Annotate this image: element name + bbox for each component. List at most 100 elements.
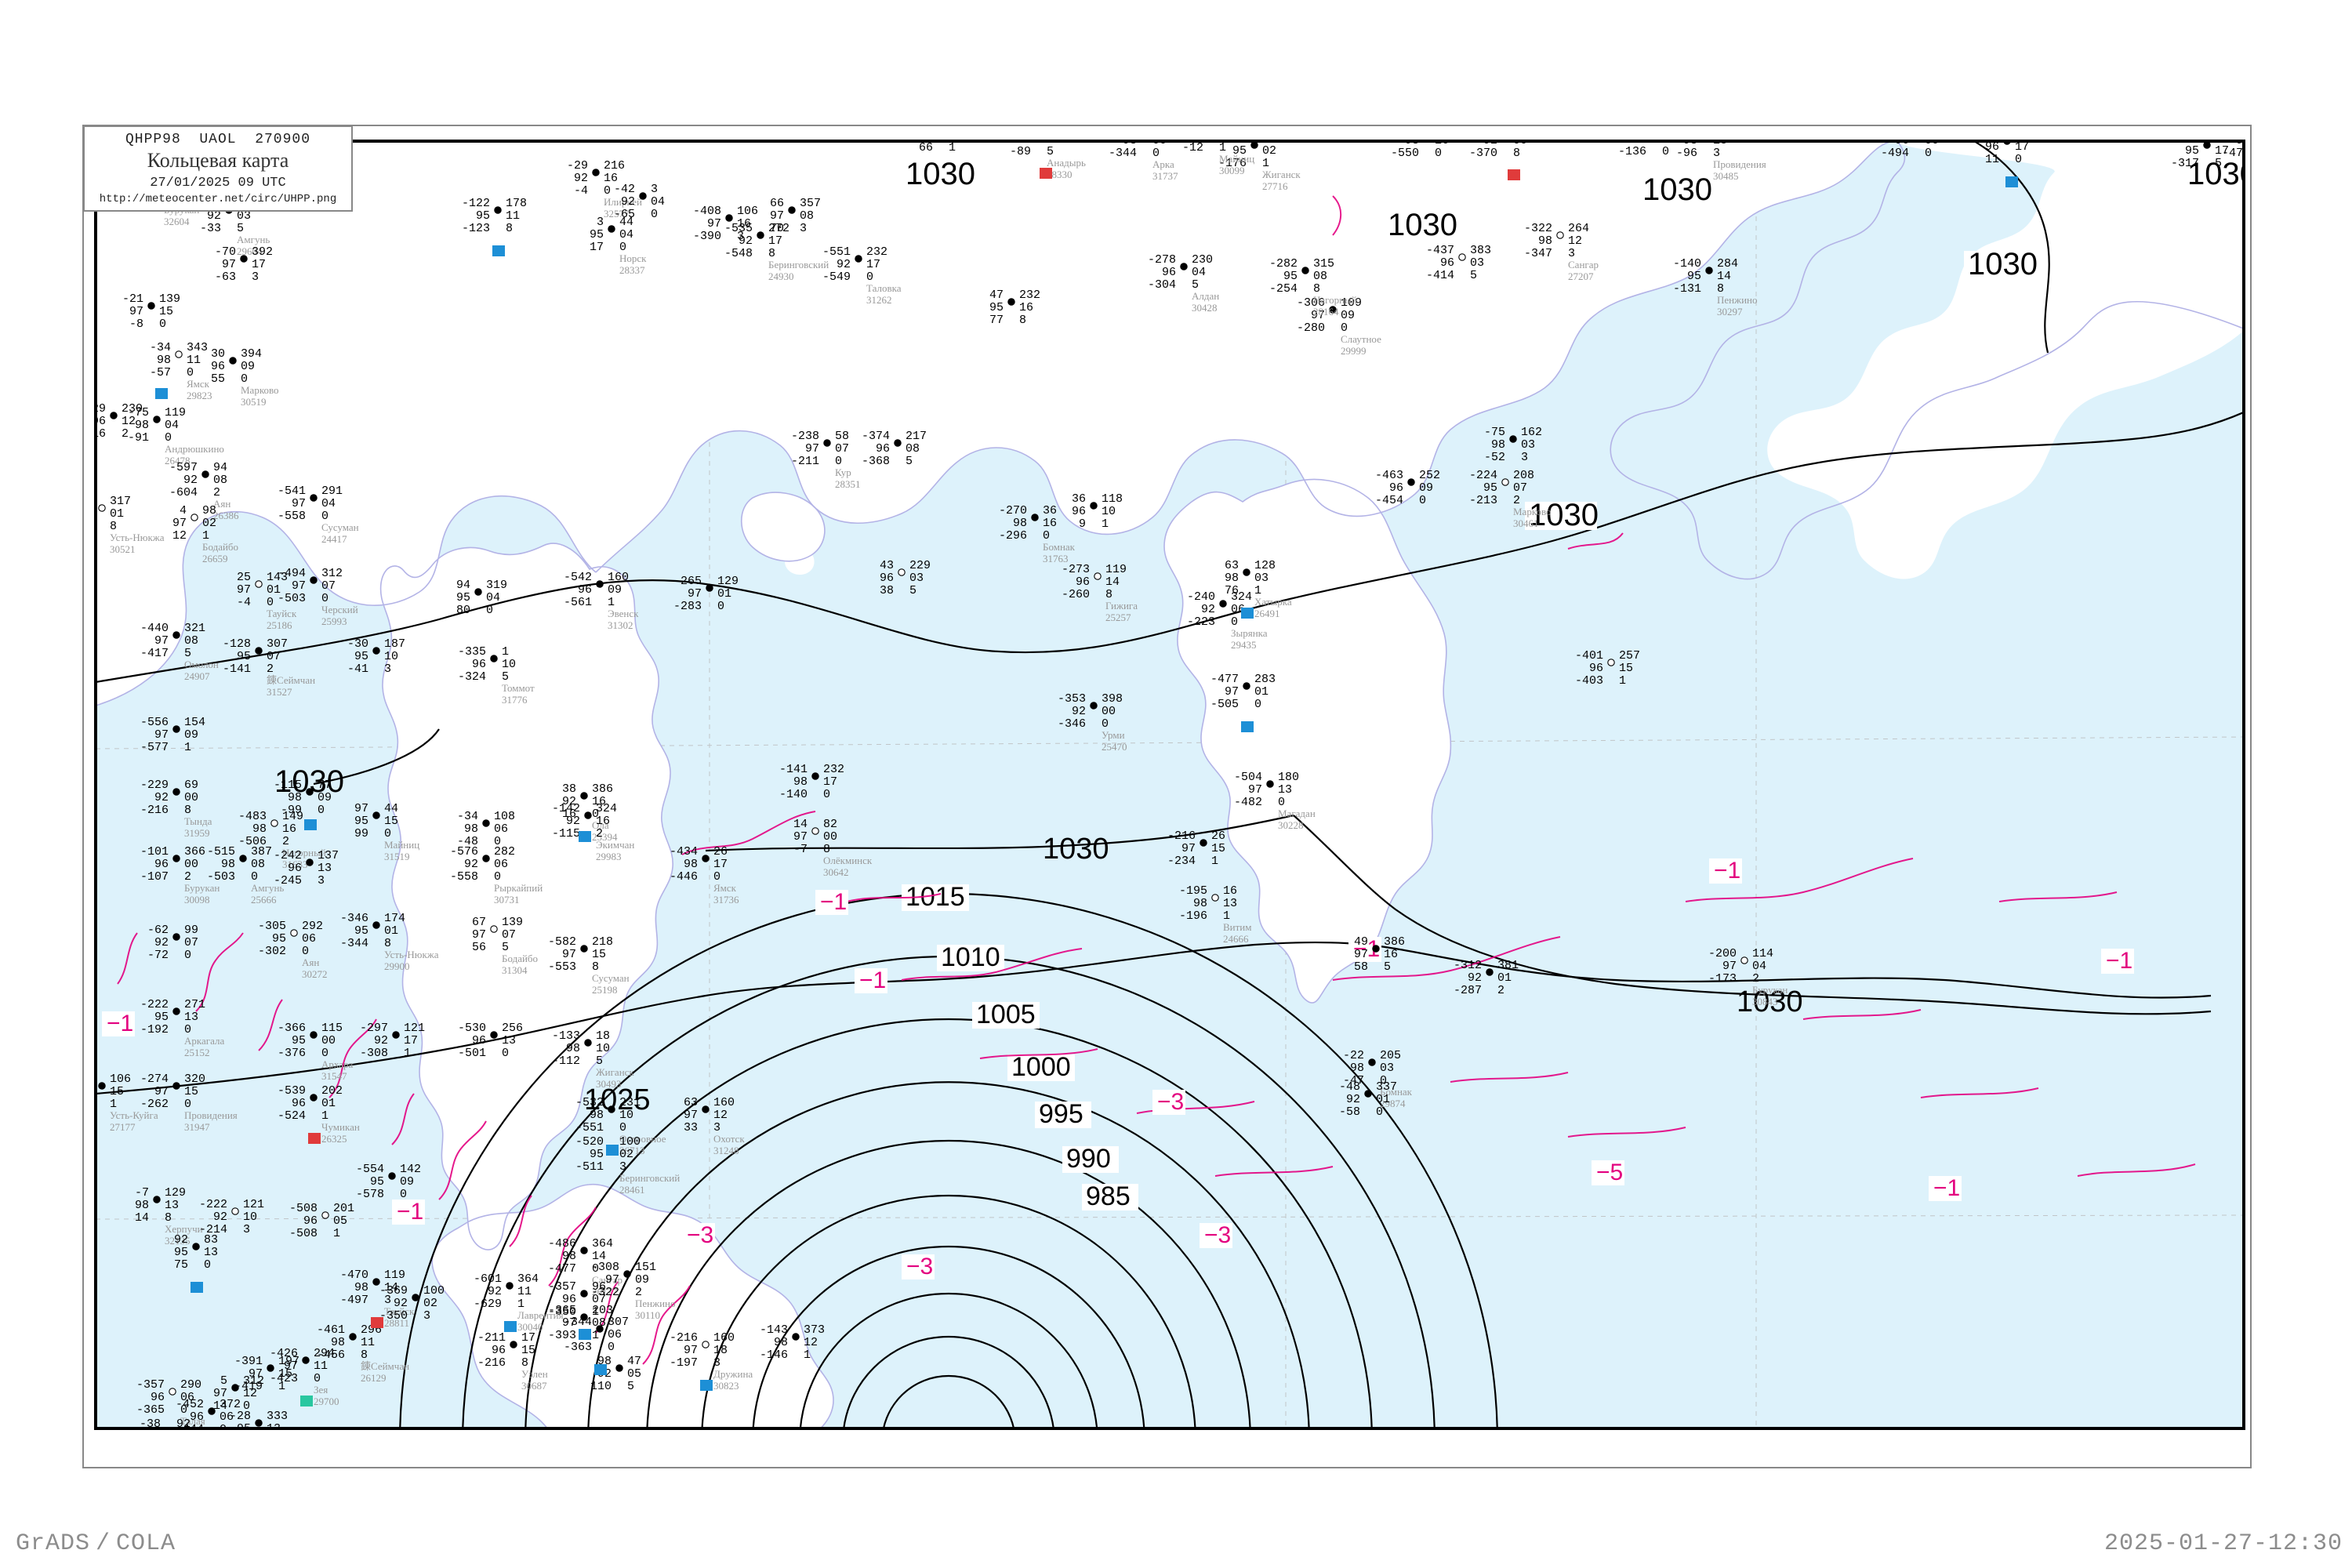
svg-text:15: 15 xyxy=(521,1344,535,1357)
svg-text:69: 69 xyxy=(184,779,198,792)
svg-text:-446: -446 xyxy=(670,870,698,884)
svg-text:95: 95 xyxy=(1017,132,1031,146)
svg-text:97: 97 xyxy=(793,830,808,844)
svg-text:Бодайбо: Бодайбо xyxy=(202,541,238,553)
svg-text:1000: 1000 xyxy=(1011,1052,1071,1082)
svg-text:94: 94 xyxy=(213,461,227,474)
svg-text:97: 97 xyxy=(1248,783,1262,797)
svg-text:13: 13 xyxy=(318,862,332,875)
svg-text:00: 00 xyxy=(184,858,198,871)
svg-text:03: 03 xyxy=(909,572,924,585)
svg-text:Охотск: Охотск xyxy=(2266,158,2297,170)
svg-text:04: 04 xyxy=(321,497,336,510)
svg-text:28337: 28337 xyxy=(619,264,645,276)
svg-text:-287: -287 xyxy=(1454,984,1482,997)
svg-text:25198: 25198 xyxy=(592,984,618,996)
svg-text:Оймякон: Оймякон xyxy=(176,1454,216,1466)
svg-text:15: 15 xyxy=(384,815,398,828)
svg-text:10: 10 xyxy=(596,1042,610,1055)
svg-text:-408: -408 xyxy=(693,205,721,218)
svg-text:1: 1 xyxy=(333,1227,340,1240)
svg-text:151: 151 xyxy=(635,1261,656,1274)
svg-text:-470: -470 xyxy=(340,1269,368,1282)
svg-text:187: 187 xyxy=(1262,132,1283,145)
svg-text:1: 1 xyxy=(1102,517,1109,531)
svg-text:95: 95 xyxy=(590,228,604,241)
svg-text:08: 08 xyxy=(1313,270,1327,283)
svg-text:98: 98 xyxy=(288,791,302,804)
svg-text:-304: -304 xyxy=(1148,278,1176,292)
svg-text:58: 58 xyxy=(1354,960,1368,974)
svg-text:08: 08 xyxy=(251,858,265,871)
svg-text:96: 96 xyxy=(880,572,894,585)
svg-text:0: 0 xyxy=(1376,1105,1383,1119)
svg-text:3: 3 xyxy=(318,874,325,887)
svg-text:13: 13 xyxy=(1223,897,1237,910)
svg-text:錬Сеймчан: 錬Сеймчан xyxy=(361,1360,409,1372)
svg-text:47: 47 xyxy=(989,289,1004,302)
svg-text:15: 15 xyxy=(1619,662,1633,675)
svg-text:333: 333 xyxy=(267,1410,288,1423)
svg-text:97: 97 xyxy=(1354,948,1368,961)
svg-text:1030: 1030 xyxy=(906,157,975,191)
svg-text:284: 284 xyxy=(1717,257,1738,270)
svg-text:Гижига: Гижига xyxy=(1105,600,1138,612)
svg-text:5: 5 xyxy=(2215,157,2222,170)
svg-text:-376: -376 xyxy=(278,1047,306,1060)
svg-text:98: 98 xyxy=(202,504,216,517)
svg-text:-577: -577 xyxy=(140,741,169,754)
svg-text:5: 5 xyxy=(909,584,916,597)
svg-text:36: 36 xyxy=(1043,504,1057,517)
svg-text:98: 98 xyxy=(1225,572,1239,585)
svg-text:Провидения: Провидения xyxy=(1713,158,1766,170)
svg-text:01: 01 xyxy=(321,1097,336,1110)
svg-text:04: 04 xyxy=(165,419,179,432)
svg-text:92: 92 xyxy=(1713,122,1727,135)
svg-text:15: 15 xyxy=(110,1085,124,1098)
svg-text:06: 06 xyxy=(494,858,508,871)
svg-text:25993: 25993 xyxy=(321,615,347,627)
svg-text:119: 119 xyxy=(1105,563,1127,576)
svg-text:97: 97 xyxy=(688,587,702,601)
svg-text:99: 99 xyxy=(184,924,198,937)
svg-text:97: 97 xyxy=(1722,960,1737,973)
svg-text:-265: -265 xyxy=(673,575,702,588)
svg-text:05: 05 xyxy=(627,1367,641,1381)
svg-text:139: 139 xyxy=(159,292,180,306)
svg-text:5: 5 xyxy=(627,1380,634,1393)
svg-text:383: 383 xyxy=(1470,244,1491,257)
svg-text:119: 119 xyxy=(384,1269,405,1282)
svg-text:96: 96 xyxy=(190,1410,204,1424)
svg-text:364: 364 xyxy=(517,1272,539,1286)
svg-text:394: 394 xyxy=(241,347,262,361)
svg-text:11: 11 xyxy=(1985,153,1999,166)
svg-text:28351: 28351 xyxy=(835,478,861,490)
svg-text:04: 04 xyxy=(619,228,633,241)
svg-text:01: 01 xyxy=(1254,685,1269,699)
svg-text:-92: -92 xyxy=(1010,120,1031,133)
svg-text:-234: -234 xyxy=(1167,855,1196,868)
svg-text:錬Сеймчан: 錬Сеймчан xyxy=(267,674,315,686)
svg-text:-200: -200 xyxy=(1708,947,1737,960)
svg-text:17: 17 xyxy=(713,858,728,871)
svg-text:106: 106 xyxy=(737,205,758,218)
svg-text:-308: -308 xyxy=(591,1261,619,1274)
svg-text:30485: 30485 xyxy=(1713,170,1739,182)
svg-text:-216: -216 xyxy=(670,1331,698,1345)
svg-text:95: 95 xyxy=(354,924,368,938)
svg-text:10: 10 xyxy=(502,658,516,671)
svg-text:285: 285 xyxy=(1435,122,1456,135)
svg-text:16: 16 xyxy=(1043,517,1057,530)
svg-text:95: 95 xyxy=(1283,270,1298,283)
svg-text:-601: -601 xyxy=(474,1272,502,1286)
svg-text:10: 10 xyxy=(384,650,398,663)
svg-text:55: 55 xyxy=(211,372,225,386)
svg-text:-75: -75 xyxy=(128,406,149,419)
svg-text:-34: -34 xyxy=(150,341,171,354)
svg-text:1030: 1030 xyxy=(1642,172,1712,207)
svg-text:97: 97 xyxy=(237,583,251,597)
svg-text:-576: -576 xyxy=(450,845,478,858)
svg-text:09: 09 xyxy=(635,1273,649,1287)
svg-text:Марково: Марково xyxy=(1513,506,1552,517)
svg-text:98: 98 xyxy=(1350,1062,1364,1075)
